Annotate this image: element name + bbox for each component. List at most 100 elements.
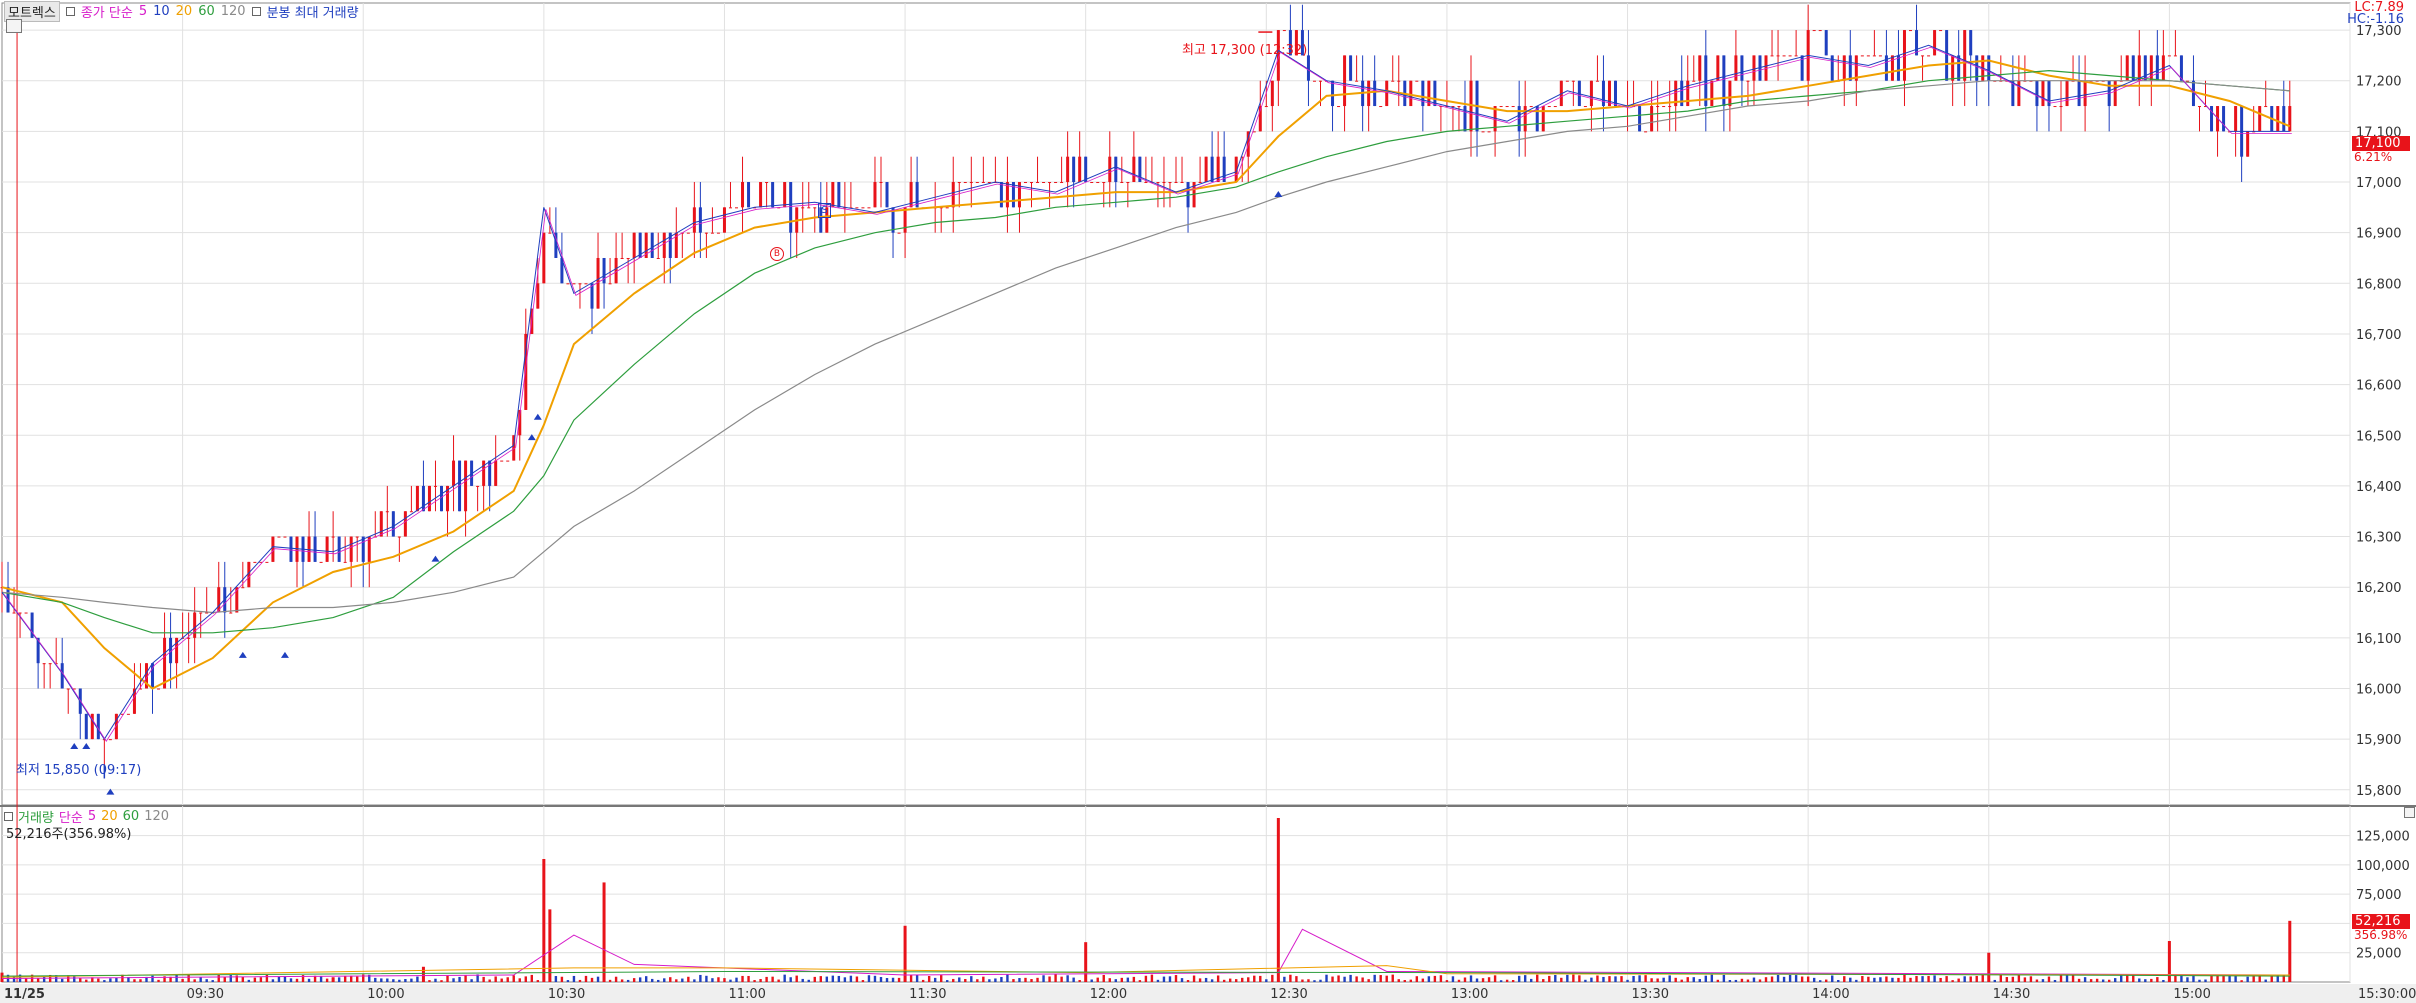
candle-body (1367, 80, 1371, 107)
candle-body (704, 232, 708, 234)
candle-body (169, 637, 173, 664)
volume-bar (2204, 979, 2207, 982)
volume-bar (1566, 974, 1569, 982)
volume-bar (1861, 976, 1864, 982)
candle-body (801, 207, 805, 209)
volume-bar (1554, 974, 1557, 982)
ma-period-5: 5 (138, 4, 148, 19)
candle-body (1662, 106, 1666, 108)
signal-arrow (280, 651, 289, 658)
vol-ma-period-5: 5 (87, 809, 97, 824)
volume-bar (1048, 976, 1051, 982)
volume-bar (265, 974, 269, 982)
stock-name[interactable]: 모트렉스 (4, 1, 60, 22)
candle-body (1818, 30, 1822, 32)
volume-bar (681, 978, 684, 982)
signal-arrow (533, 413, 542, 420)
legend-toggle-icon[interactable] (4, 812, 13, 821)
volume-bar (1192, 975, 1196, 982)
x-tick-label: 14:30 (1993, 987, 2030, 1002)
volume-bar (1800, 976, 1804, 982)
volume-bar (1174, 975, 1178, 982)
candle-body (488, 460, 492, 486)
volume-bar (1517, 975, 1521, 982)
volume-bar (651, 978, 654, 982)
candle-body (1692, 80, 1696, 82)
candle-body (1306, 55, 1310, 81)
candle-body (72, 688, 76, 690)
volume-bar (109, 978, 112, 982)
candle-body (963, 182, 967, 184)
candle-body (608, 283, 612, 285)
candle-body (1698, 55, 1702, 81)
volume-bar (295, 978, 299, 982)
volume-bar (1355, 976, 1358, 982)
volume-bar (2240, 980, 2243, 982)
series-line-ma20 (1, 59, 2291, 690)
candle-body (433, 485, 437, 487)
candle-body (427, 485, 431, 512)
x-tick-label: 11:30 (909, 987, 946, 1002)
volume-bar (1090, 979, 1093, 982)
volume-bar (915, 974, 919, 982)
volume-bar (1006, 974, 1009, 982)
candle-body (241, 587, 245, 589)
legend-toggle-icon[interactable] (251, 7, 261, 16)
volume-bar (940, 975, 943, 982)
calendar-icon[interactable] (6, 19, 22, 33)
candle-body (1656, 106, 1660, 108)
volume-bar (1138, 980, 1142, 982)
candle-body (849, 207, 853, 209)
candle-body (114, 713, 118, 740)
volume-bar (1668, 975, 1671, 982)
volume-bar (1361, 977, 1364, 982)
candle-body (1951, 55, 1955, 81)
volume-bar (783, 974, 786, 982)
volume-bar (2101, 979, 2105, 982)
volume-ma20-line (1, 965, 2290, 978)
volume-bar (1620, 976, 1623, 982)
volume-bar (1536, 974, 1539, 982)
x-tick-label: 11/25 (4, 987, 45, 1002)
volume-bar (325, 978, 329, 982)
candle-body (765, 182, 769, 184)
candle-body (783, 182, 787, 208)
volume-bar (2138, 978, 2141, 982)
volume-bar (193, 979, 196, 982)
candle-body (1523, 106, 1527, 132)
volume-bar (1168, 976, 1172, 982)
candle-body (584, 283, 588, 285)
candle-body (458, 460, 462, 512)
candle-body (867, 207, 871, 209)
candle-body (1288, 30, 1292, 56)
candle-body (1830, 55, 1834, 81)
candle-body (126, 713, 130, 715)
volume-bar (0, 972, 4, 982)
candle-body (753, 207, 757, 209)
volume-bar (416, 976, 419, 982)
volume-bar (2029, 976, 2033, 982)
volume-bar (693, 979, 696, 982)
candle-body (1264, 106, 1268, 108)
candle-body (951, 182, 955, 208)
candle-body (1487, 131, 1491, 133)
volume-bar (1578, 975, 1581, 982)
candle-body (1391, 80, 1395, 82)
volume-bar (1012, 979, 1015, 982)
candle-body (1788, 55, 1792, 57)
candle-body (1589, 80, 1593, 107)
panel-minimize-icon[interactable] (2404, 807, 2415, 818)
legend-toggle-icon[interactable] (65, 7, 75, 16)
volume-bar (1602, 976, 1605, 982)
volume-bar (301, 975, 305, 982)
candle-body (1794, 55, 1798, 57)
x-tick-label: 15:30:00 (2358, 987, 2416, 1002)
candle-body (385, 511, 389, 513)
candle-body (391, 511, 395, 537)
candle-body (42, 663, 46, 665)
candle-body (1565, 80, 1569, 82)
candle-body (367, 536, 371, 562)
y-tick-label: 16,900 (2356, 227, 2402, 242)
candle-body (1595, 80, 1599, 82)
candle-body (157, 688, 161, 690)
